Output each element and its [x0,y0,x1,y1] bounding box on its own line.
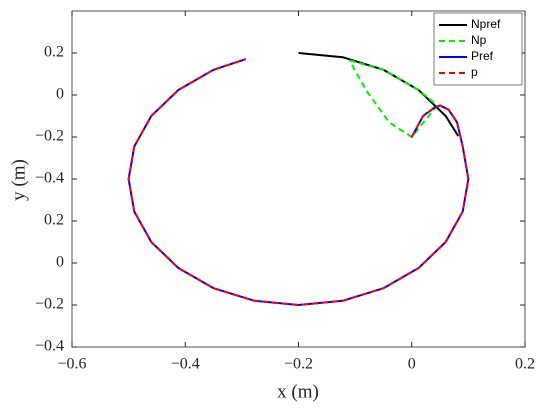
x-tick-label: −0.2 [284,356,313,373]
y-axis-label: y (m) [8,159,29,201]
legend-label: p [471,65,478,79]
y-tick-label: −0.2 [35,296,64,313]
x-tick-label: −0.4 [171,356,200,373]
x-tick-label: 0.2 [515,356,535,373]
series-line [127,58,470,307]
legend: Npref Np Pref p [433,12,523,86]
x-tick-label: −0.6 [57,356,86,373]
y-tick-label: 0.2 [44,44,64,61]
y-tick-label: 0.2 [44,212,64,229]
legend-label: Pref [471,49,494,63]
y-tick-label: 0 [56,254,64,271]
y-tick-label: −0.2 [35,128,64,145]
legend-label: Np [471,33,487,47]
series-line [348,59,439,139]
x-tick-label: 0 [408,356,416,373]
plot-frame [71,10,526,348]
legend-label: Npref [471,17,501,31]
y-tick-label: 0 [56,86,64,103]
x-axis-label: x (m) [277,381,319,402]
y-tick-label: −0.4 [35,170,64,187]
y-tick-label: −0.4 [35,338,64,355]
